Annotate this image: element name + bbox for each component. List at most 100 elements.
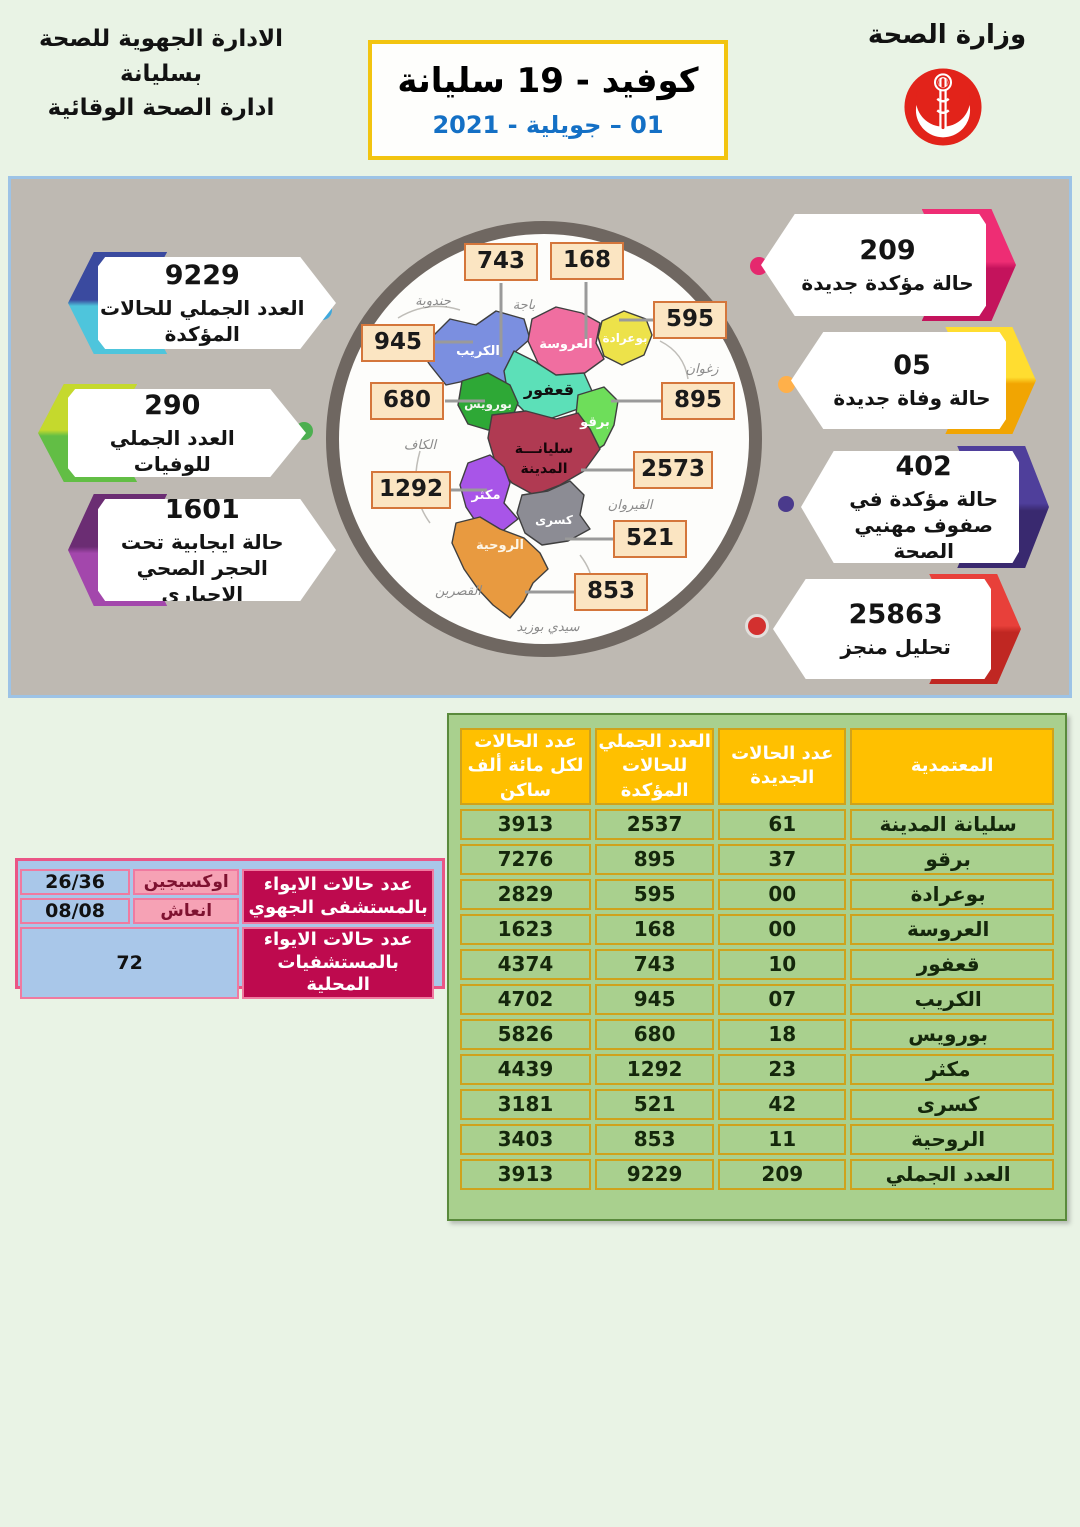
map-label-bargou: برقو	[579, 415, 610, 430]
map-label-siliana-line1: سليانـــة	[515, 441, 574, 457]
map-cases-rouhia: 853	[574, 573, 648, 611]
table-row: الكريب 07 945 4702	[460, 983, 1054, 1015]
stat-value: 290	[144, 389, 201, 421]
header-delegation: المعتمدية	[850, 728, 1054, 805]
total-confirmed: 743	[594, 948, 715, 980]
region-makthar	[459, 454, 519, 534]
table-header-row: المعتمدية عدد الحالات الجديدة العدد الجم…	[460, 728, 1054, 805]
region-kesra	[516, 480, 591, 546]
table-row: العروسة 00 168 1623	[460, 913, 1054, 945]
cases-per-100k: 1623	[460, 913, 591, 945]
stat-label: حالة ايجابية تحت الحجر الصحي الاجباري	[120, 529, 284, 606]
map-label-gaafour: قعفور	[523, 380, 574, 399]
delegation-name: العروسة	[850, 913, 1054, 945]
ministry-of-health-logo-icon	[904, 68, 982, 146]
stat-label: حالة مؤكدة جديدة	[801, 270, 974, 295]
stat-new-confirmed: 209 حالة مؤكدة جديدة	[761, 209, 1016, 321]
stat-new-deaths: 05 حالة وفاة جديدة	[791, 327, 1036, 434]
stat-value: 25863	[848, 598, 943, 630]
regional-health-administration-text: الادارة الجهوية للصحة بسليانة ادارة الصح…	[18, 22, 304, 126]
new-cases: 42	[718, 1088, 847, 1120]
total-confirmed: 2537	[594, 808, 715, 840]
map-cases-gaafour: 743	[464, 243, 538, 281]
regional-hospital-admissions-title: عدد حالات الايواء بالمستشفى الجهوي	[242, 869, 434, 924]
stat-positive-quarantine: 1601 حالة ايجابية تحت الحجر الصحي الاجبا…	[68, 494, 336, 606]
stat-label: تحليل منجز	[840, 634, 951, 659]
delegation-name: كسرى	[850, 1088, 1054, 1120]
dot-health-workers	[778, 496, 794, 512]
page-title: كوفيد - 19 سليانة	[397, 61, 699, 101]
table-row: بورويس 18 680 5826	[460, 1018, 1054, 1050]
map-neighbor-kairouan: القيروان	[608, 498, 654, 513]
stat-total-confirmed: 9229 العدد الجملي للحالات المؤكدة	[68, 252, 336, 354]
org-line-1: الادارة الجهوية للصحة	[38, 26, 284, 52]
total-confirmed: 945	[594, 983, 715, 1015]
stat-value: 209	[859, 234, 916, 266]
report-date: 01 – جويلية - 2021	[432, 111, 664, 139]
new-cases: 10	[718, 948, 847, 980]
total-confirmed: 595	[594, 878, 715, 910]
delegation-name: سليانة المدينة	[850, 808, 1054, 840]
total-new-cases: 209	[718, 1158, 847, 1190]
org-line-3: ادارة الصحة الوقائية	[47, 95, 275, 121]
delegation-name: برقو	[850, 843, 1054, 875]
map-label-makthar: مكثر	[470, 488, 500, 503]
map-neighbor-zaghouan: زغوان	[686, 362, 720, 377]
map-label-bourouis: بورويس	[464, 397, 512, 412]
new-cases: 37	[718, 843, 847, 875]
delegation-name: بورويس	[850, 1018, 1054, 1050]
stat-value: 1601	[164, 493, 240, 525]
map-cases-siliana-city: 2573	[633, 451, 713, 489]
dot-new-deaths	[778, 376, 795, 393]
header-total-confirmed: العدد الجملي للحالات المؤكدة	[594, 728, 715, 805]
region-bouarada	[597, 310, 653, 366]
delegation-name: بوعرادة	[850, 878, 1054, 910]
new-cases: 00	[718, 913, 847, 945]
stat-label: العدد الجملي للحالات المؤكدة	[99, 295, 305, 346]
total-confirmed: 521	[594, 1088, 715, 1120]
new-cases: 23	[718, 1053, 847, 1085]
cases-per-100k: 4702	[460, 983, 591, 1015]
org-line-2: بسليانة	[119, 60, 203, 87]
map-cases-makthar: 1292	[371, 471, 451, 509]
stat-health-workers: 402 حالة مؤكدة في صفوف مهنيي الصحة	[801, 446, 1049, 568]
map-neighbor-jendouba: جندوبة	[415, 294, 452, 309]
cases-per-100k: 4374	[460, 948, 591, 980]
ministry-of-health-label: وزارة الصحة	[867, 20, 1027, 50]
total-confirmed: 853	[594, 1123, 715, 1155]
map-cases-kesra: 521	[613, 520, 687, 558]
total-confirmed: 895	[594, 843, 715, 875]
total-row-label: العدد الجملي	[850, 1158, 1054, 1190]
map-label-bouarada: بوعرادة	[602, 331, 647, 346]
table-row: قعفور 10 743 4374	[460, 948, 1054, 980]
local-hospitals-admissions-title: عدد حالات الايواء بالمستشفيات المحلية	[242, 927, 434, 999]
cases-per-100k: 5826	[460, 1018, 591, 1050]
stat-value: 05	[893, 350, 931, 381]
map-neighbor-kasserine: القصرين	[435, 584, 482, 599]
map-neighbor-beja: باجة	[513, 298, 536, 313]
cases-per-100k: 7276	[460, 843, 591, 875]
new-cases: 18	[718, 1018, 847, 1050]
table-row: سليانة المدينة 61 2537 3913	[460, 808, 1054, 840]
map-cases-krib: 945	[361, 324, 435, 362]
cases-per-100k: 3181	[460, 1088, 591, 1120]
cases-per-100k: 3913	[460, 808, 591, 840]
new-cases: 11	[718, 1123, 847, 1155]
new-cases: 00	[718, 878, 847, 910]
table-row: كسرى 42 521 3181	[460, 1088, 1054, 1120]
hospital-admissions-box: عدد حالات الايواء بالمستشفى الجهوي اوكسي…	[15, 858, 445, 999]
delegation-shapes	[421, 306, 653, 619]
table-total-row: العدد الجملي 209 9229 3913	[460, 1158, 1054, 1190]
map-cases-bourouis: 680	[370, 382, 444, 420]
table-row: برقو 37 895 7276	[460, 843, 1054, 875]
local-hospitals-admissions-value: 72	[20, 927, 240, 999]
map-label-rouhia: الروحية	[476, 538, 524, 553]
delegation-name: قعفور	[850, 948, 1054, 980]
delegations-covid-table: المعتمدية عدد الحالات الجديدة العدد الجم…	[456, 724, 1058, 1194]
map-cases-arousa: 168	[550, 242, 624, 280]
total-confirmed: 680	[594, 1018, 715, 1050]
dot-tests-done	[748, 617, 766, 635]
delegation-name: الكريب	[850, 983, 1054, 1015]
title-box: كوفيد - 19 سليانة 01 – جويلية - 2021	[368, 40, 728, 160]
